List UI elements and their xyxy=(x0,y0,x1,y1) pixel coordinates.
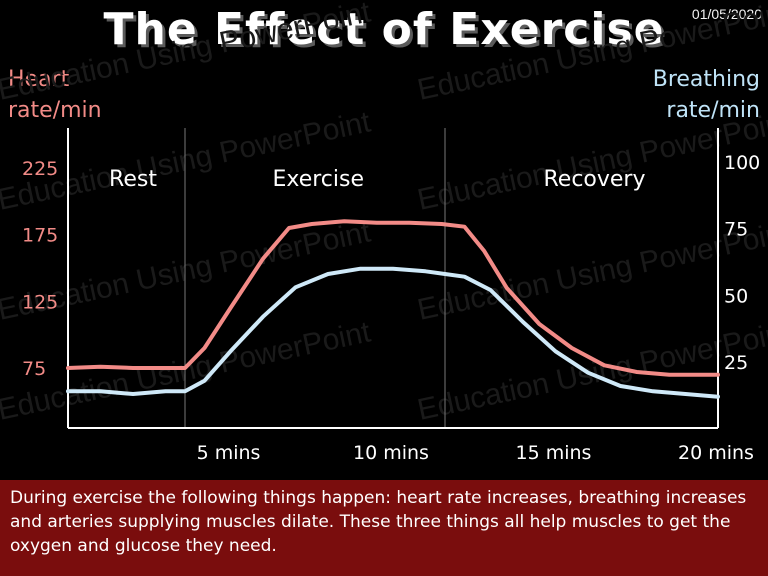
slide-title: The Effect of Exercise xyxy=(103,4,665,55)
right-axis-title-text: Breathing rate/min xyxy=(652,67,760,123)
axis-layer xyxy=(67,128,719,429)
series-layer xyxy=(66,219,720,399)
left-tick-label: 125 xyxy=(22,291,58,313)
watermark-text: Education Using PowerPoint xyxy=(415,315,768,426)
phase-label: Recovery xyxy=(543,167,645,192)
heart-rate-line xyxy=(66,219,720,377)
watermark-text: Education Using PowerPoint xyxy=(0,315,374,426)
x-tick-label: 15 mins xyxy=(516,442,592,464)
left-axis-title-text: Heart rate/min xyxy=(8,67,102,123)
right-tick-label: 75 xyxy=(724,219,748,241)
x-tick-label: 5 mins xyxy=(197,442,261,464)
x-tick-label: 10 mins xyxy=(353,442,429,464)
date-label: 01/05/2020 xyxy=(691,6,762,22)
label-layer: 75 125 175 225 25 50 75 100 5 mins 10 mins 15 mins… xyxy=(22,152,760,464)
phase-label: Exercise xyxy=(272,167,364,192)
x-tick-label: 20 mins xyxy=(678,442,754,464)
caption-box: During exercise the following things hap… xyxy=(0,480,768,576)
left-axis-title: Heart rate/min xyxy=(8,64,102,126)
right-axis-title: Breathing rate/min xyxy=(653,64,760,126)
phase-label: Rest xyxy=(109,167,157,192)
watermark-text: Education Using PowerPoint xyxy=(415,0,768,107)
watermark-text: Education Using PowerPoint xyxy=(415,105,768,216)
watermark-text: Education Using PowerPoint xyxy=(0,0,374,107)
breathing-rate-line xyxy=(66,266,720,399)
right-tick-label: 25 xyxy=(724,352,748,374)
right-tick-label: 50 xyxy=(724,285,748,307)
left-tick-label: 75 xyxy=(22,358,46,380)
caption-text: During exercise the following things hap… xyxy=(10,488,747,556)
left-tick-label: 225 xyxy=(22,158,58,180)
left-tick-label: 175 xyxy=(22,225,58,247)
divider-layer xyxy=(184,128,446,428)
right-tick-label: 100 xyxy=(724,152,760,174)
